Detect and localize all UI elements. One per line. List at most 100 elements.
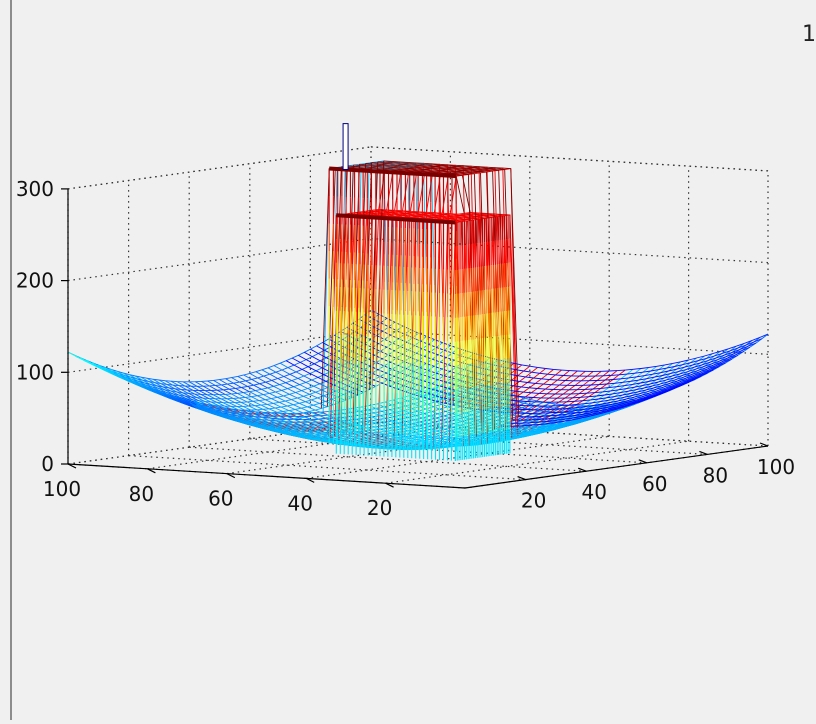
mesh-line	[441, 166, 449, 167]
peak-spike	[343, 124, 348, 170]
mesh-line	[250, 373, 258, 378]
mesh-line	[301, 408, 309, 411]
mesh-line	[494, 214, 502, 215]
mesh-line	[260, 384, 268, 388]
mesh-line	[432, 216, 440, 217]
mesh-line	[437, 173, 445, 174]
mesh-line	[534, 378, 542, 379]
mesh-line	[391, 166, 399, 167]
mesh-line	[276, 372, 284, 376]
mesh-line	[207, 381, 215, 385]
mesh-line	[549, 380, 557, 381]
mesh-line	[374, 380, 382, 383]
mesh-line	[453, 174, 461, 175]
mesh-line	[316, 392, 324, 396]
mesh-line	[284, 377, 292, 381]
mesh-line	[223, 390, 231, 394]
surface-mesh	[68, 124, 768, 461]
x-tick-label: 20	[521, 489, 546, 513]
mesh-line	[244, 375, 252, 379]
mesh-line	[262, 389, 270, 393]
mesh-line	[542, 379, 550, 380]
mesh-line	[233, 398, 241, 402]
mesh-line	[538, 367, 546, 368]
mesh-line	[433, 170, 441, 171]
mesh-line	[483, 169, 491, 170]
mesh-line	[464, 218, 472, 219]
mesh-line	[503, 168, 511, 169]
mesh-line	[409, 164, 417, 165]
mesh-line	[417, 164, 425, 165]
mesh-line	[457, 167, 465, 168]
mesh-line	[453, 169, 461, 170]
mesh-line	[288, 368, 296, 372]
mesh-line	[389, 170, 397, 171]
mesh-line	[543, 416, 551, 417]
mesh-line	[251, 397, 259, 401]
mesh-line	[281, 407, 289, 411]
mesh-line	[548, 374, 556, 375]
mesh-line	[554, 369, 562, 370]
mesh-line	[458, 219, 466, 220]
mesh-line	[311, 400, 319, 404]
mesh-line	[581, 397, 589, 398]
mesh-line	[384, 161, 392, 162]
mesh-line	[433, 165, 441, 166]
mesh-line	[407, 167, 415, 168]
mesh-line	[470, 217, 478, 218]
mesh-line	[322, 390, 330, 394]
mesh-line	[350, 369, 358, 373]
mesh-line	[549, 412, 557, 413]
mesh-line	[267, 404, 275, 408]
mesh-line	[381, 164, 389, 165]
mesh-line	[463, 166, 471, 167]
mesh-line	[402, 163, 410, 164]
mesh-line	[274, 366, 282, 370]
mesh-line	[575, 401, 583, 402]
mesh-line	[474, 215, 482, 216]
mesh-line	[288, 389, 296, 393]
mesh-line	[232, 378, 240, 383]
x-tick-label: 80	[703, 463, 728, 487]
mesh-line	[543, 384, 551, 385]
mesh-line	[540, 373, 548, 374]
mesh-line	[524, 371, 532, 372]
mesh-line	[213, 380, 221, 385]
mesh-line	[263, 395, 271, 399]
mesh-line	[240, 382, 248, 386]
mesh-line	[522, 365, 530, 366]
mesh-line	[579, 393, 587, 394]
mesh-line	[255, 391, 263, 395]
mesh-line	[460, 220, 468, 221]
x-tick-label: 60	[642, 472, 667, 496]
mesh-line	[320, 415, 328, 416]
mesh-line	[399, 167, 407, 168]
mesh-line	[270, 374, 278, 378]
mesh-line	[470, 213, 478, 214]
mesh-line	[605, 380, 613, 381]
mesh-line	[276, 392, 284, 396]
z-tick-label: 100	[16, 360, 54, 384]
mesh-line	[227, 384, 235, 388]
mesh-line	[302, 391, 310, 395]
mesh-line	[264, 376, 272, 380]
mesh-line	[378, 162, 386, 163]
mesh-line	[221, 385, 229, 389]
mesh-line	[269, 393, 277, 397]
mesh-line	[427, 171, 435, 172]
mesh-line	[462, 217, 470, 218]
mesh-line	[249, 392, 257, 396]
mesh-line	[439, 169, 447, 170]
mesh-line	[617, 370, 625, 371]
mesh-line	[383, 166, 391, 167]
mesh-line	[286, 361, 294, 365]
mesh-line	[461, 169, 469, 170]
mesh-line	[393, 168, 401, 169]
mesh-line	[241, 388, 249, 392]
mesh-line	[246, 381, 254, 385]
mesh-line	[313, 405, 321, 408]
mesh-line	[259, 401, 267, 405]
mesh-line	[374, 411, 382, 413]
mesh-line	[491, 170, 499, 171]
mesh-line	[564, 420, 572, 421]
